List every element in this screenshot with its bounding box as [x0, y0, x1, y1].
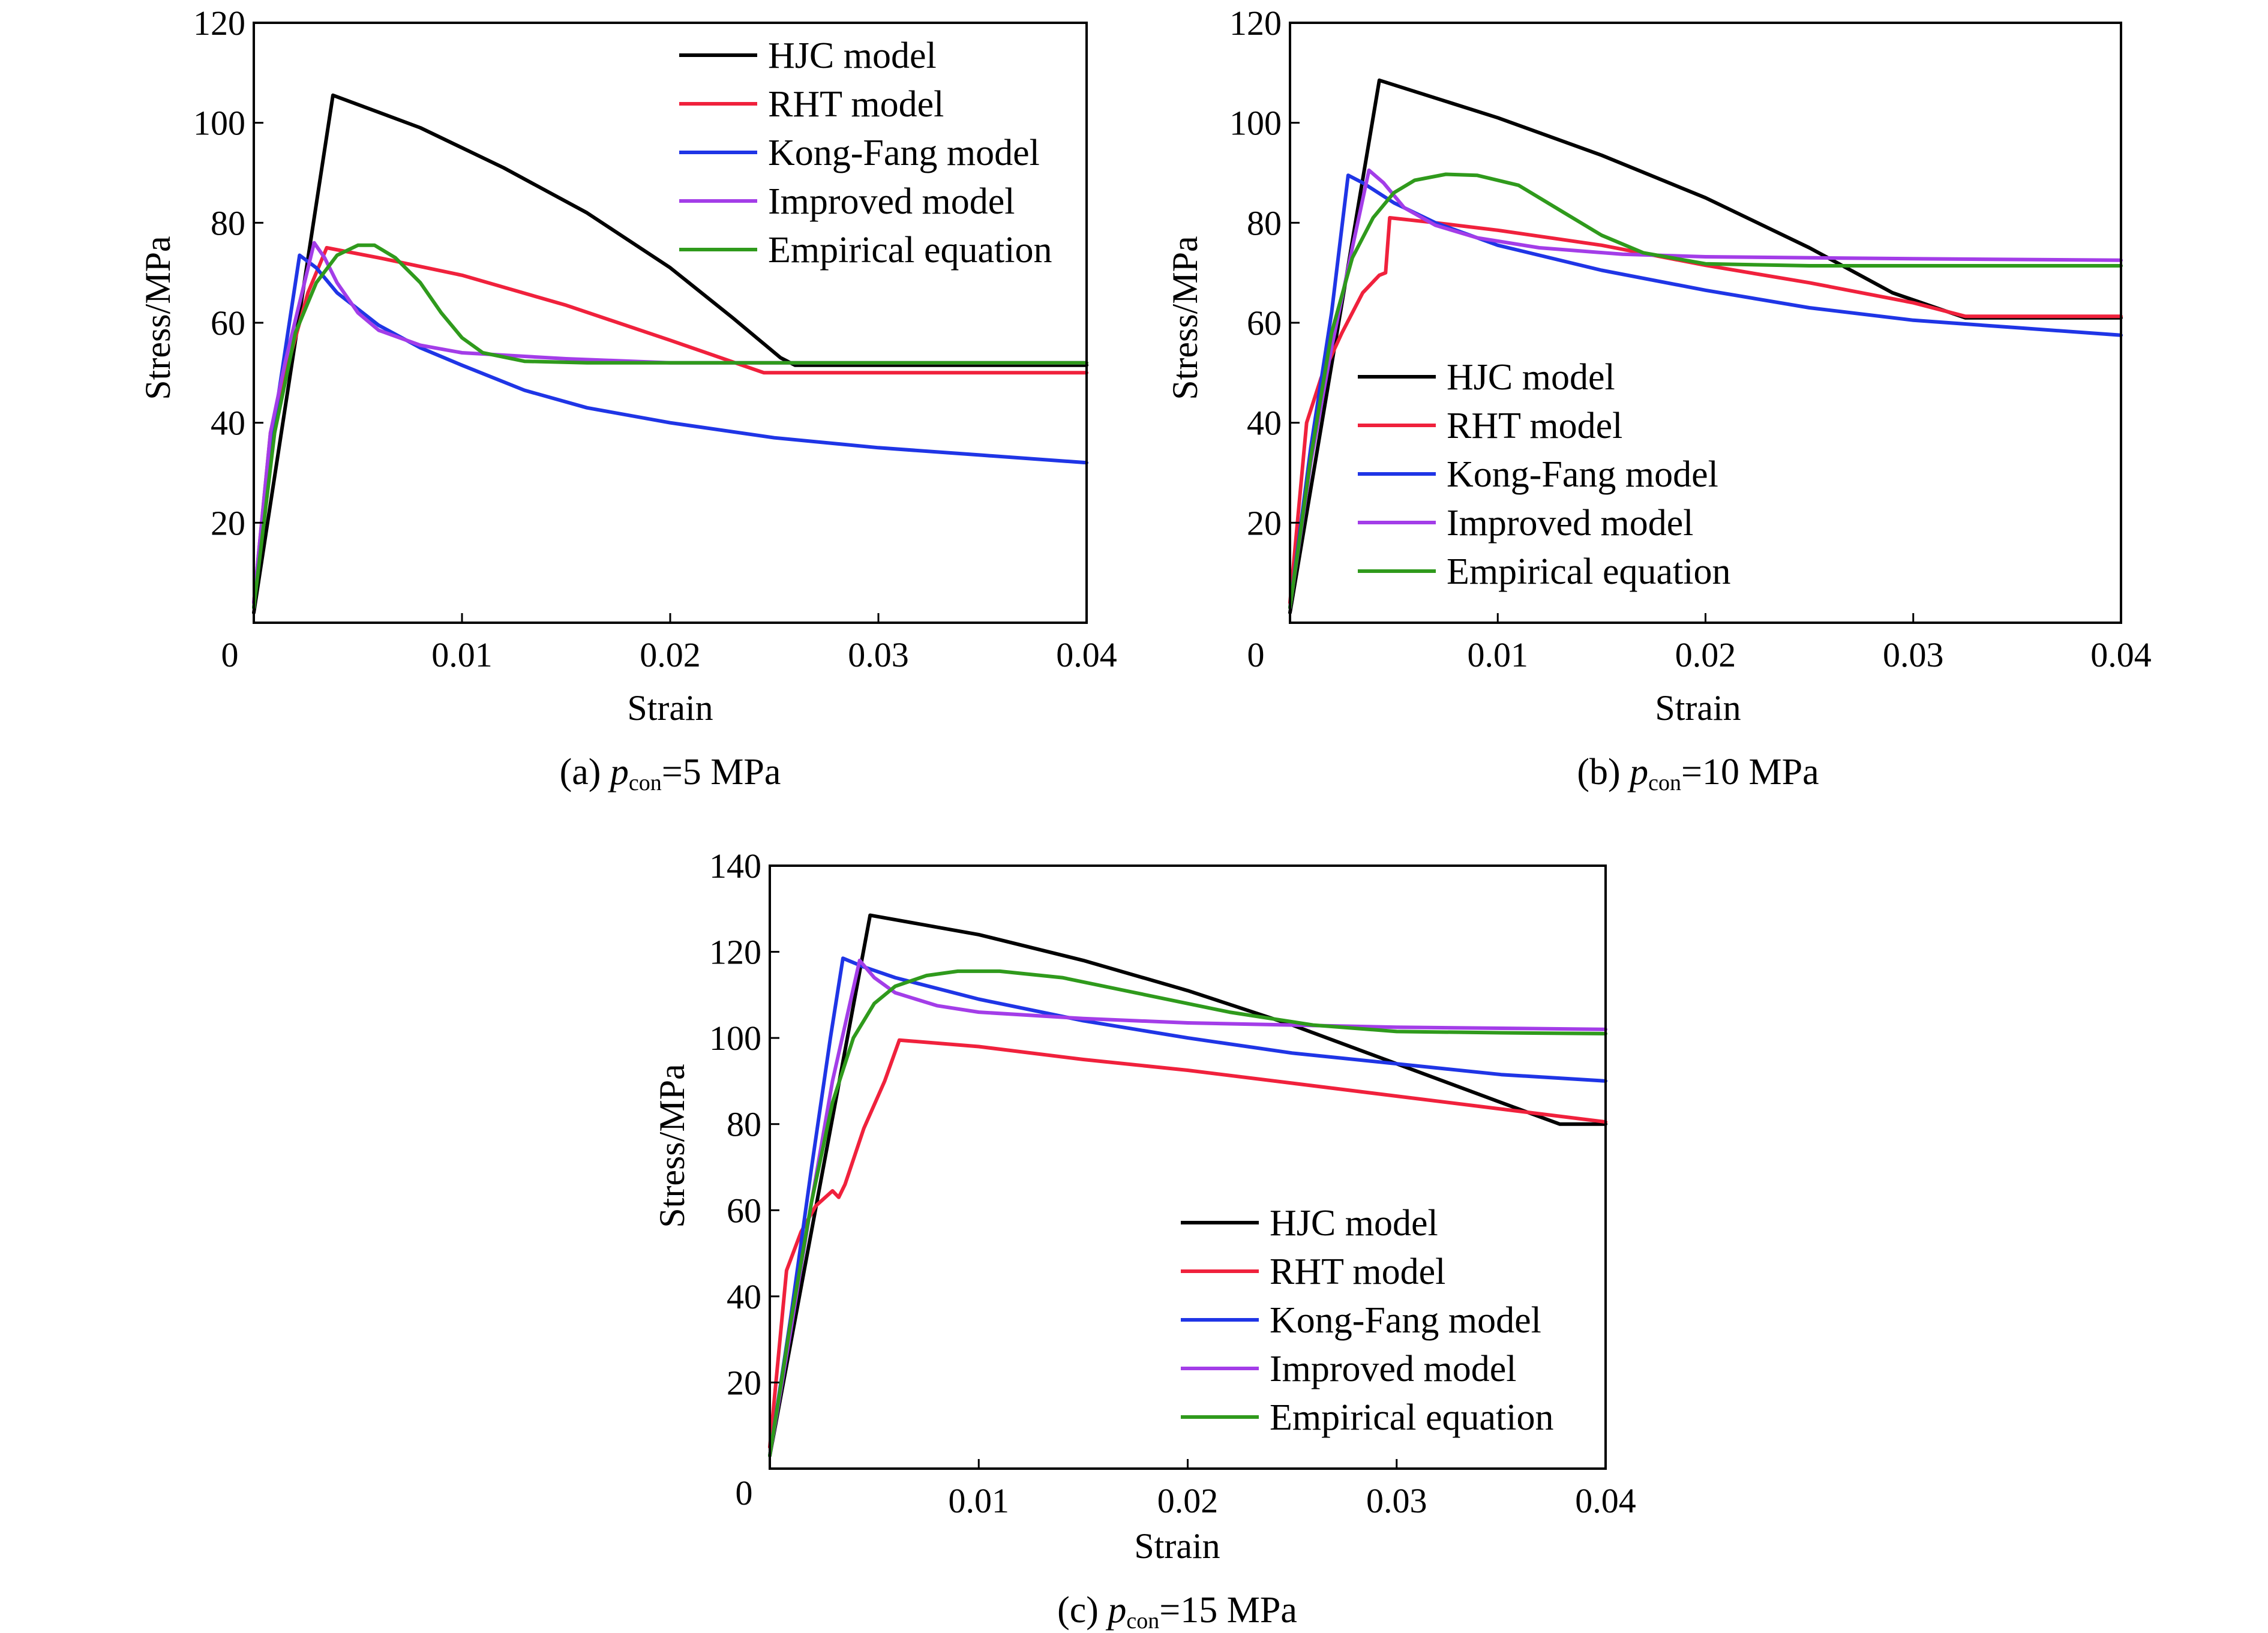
panel-b-legend-label-3: Kong-Fang model [1447, 454, 1718, 495]
panel-b-axes-frame [1289, 22, 2122, 624]
panel-a-y-tick-label: 80 [211, 203, 245, 242]
panel-b-legend-label-1: HJC model [1447, 357, 1615, 398]
panel-c-legend-label-3: Kong-Fang model [1270, 1300, 1541, 1341]
panel-b-legend-label-5: Empirical equation [1447, 551, 1730, 592]
panel-b-x-tick-label: 0.04 [2090, 635, 2152, 674]
panel-a-series-line-4 [252, 241, 1088, 605]
panel-a-series-line-2 [252, 246, 1088, 605]
panel-c: 0.01 0.02 0.03 0.04 20 40 60 80 100 120 140 HJC mod… [652, 846, 1636, 1633]
panel-b-series-line-5 [1288, 172, 2123, 610]
panel-a-caption-symbol: p [608, 752, 629, 793]
panel-c-x-tick-label: 0.02 [1157, 1481, 1219, 1520]
panel-a-caption-suffix: =5 MPa [662, 752, 781, 793]
panel-a-x-tick-label: 0.04 [1056, 635, 1117, 674]
panel-a-y-tick-label: 20 [211, 503, 245, 542]
panel-a-legend-label-4: Improved model [768, 181, 1015, 222]
panel-b-origin-label: 0 [1247, 635, 1265, 674]
panel-c-caption-prefix: (c) [1057, 1590, 1108, 1631]
panel-c-caption: (c) pcon=15 MPa [1057, 1590, 1297, 1633]
panel-c-y-tick-label: 100 [709, 1019, 761, 1058]
panel-b: 0.01 0.02 0.03 0.04 20 40 60 80 100 120 HJC model R… [1165, 4, 2152, 796]
panel-b-legend-label-2: RHT model [1447, 406, 1622, 446]
panel-c-origin-label: 0 [736, 1473, 753, 1512]
panel-a-x-axis-title: Strain [627, 688, 713, 728]
panel-b-x-tick-label: 0.01 [1468, 635, 1529, 674]
panel-c-plot-area: 0.01 0.02 0.03 0.04 20 40 60 80 100 120 140 HJC mod… [709, 846, 1636, 1520]
panel-b-y-tick-label: 60 [1247, 304, 1282, 343]
panel-c-series-line-3 [768, 956, 1607, 1458]
panel-c-caption-suffix: =15 MPa [1159, 1590, 1297, 1631]
panel-c-legend-label-2: RHT model [1270, 1251, 1445, 1292]
panel-b-series-line-1 [1288, 78, 2123, 615]
panel-b-y-tick-label: 120 [1229, 4, 1282, 43]
panel-b-x-tick-label: 0.02 [1675, 635, 1736, 674]
panel-c-y-tick-label: 140 [709, 846, 761, 885]
panel-c-legend-label-4: Improved model [1270, 1349, 1517, 1389]
panel-a-y-tick-label: 40 [211, 404, 245, 443]
panel-a-series-line-5 [252, 243, 1088, 610]
panel-a-plot-area: 0.01 0.02 0.03 0.04 20 40 60 80 100 120 HJC model R… [193, 4, 1117, 674]
panel-a-x-tick-label: 0.01 [431, 635, 493, 674]
panel-a-legend-label-2: RHT model [768, 84, 944, 125]
panel-b-legend-label-4: Improved model [1447, 503, 1694, 544]
panel-a-series-line-3 [252, 253, 1088, 610]
panel-a-x-tick-label: 0.02 [640, 635, 701, 674]
panel-b-x-axis-title: Strain [1655, 688, 1741, 728]
panel-a-y-tick-label: 100 [193, 104, 245, 143]
panel-c-x-tick-label: 0.04 [1575, 1481, 1636, 1520]
panel-c-x-tick-label: 0.03 [1366, 1481, 1427, 1520]
panel-b-caption: (b) pcon=10 MPa [1577, 752, 1819, 796]
panel-a-y-axis-title: Stress/MPa [138, 236, 178, 400]
panel-a-legend-label-3: Kong-Fang model [768, 133, 1040, 173]
panel-a-caption-prefix: (a) [560, 752, 610, 793]
panel-c-x-axis-title: Strain [1134, 1526, 1220, 1566]
panel-b-series-line-2 [1288, 216, 2123, 605]
panel-a-caption-subscript: con [629, 770, 662, 796]
panel-b-caption-symbol: p [1627, 752, 1648, 793]
panel-c-y-axis-title: Stress/MPa [652, 1064, 692, 1227]
panel-a: 0.01 0.02 0.03 0.04 20 40 60 80 100 120 HJC model R… [138, 4, 1117, 796]
panel-a-y-tick-label: 60 [211, 304, 245, 343]
panel-b-y-axis-title: Stress/MPa [1165, 236, 1205, 400]
panel-c-legend-label-1: HJC model [1270, 1203, 1438, 1244]
panel-c-legend-label-5: Empirical equation [1270, 1397, 1553, 1438]
panel-a-origin-label: 0 [221, 635, 239, 674]
panel-b-caption-prefix: (b) [1577, 752, 1630, 793]
panel-c-y-tick-label: 80 [727, 1105, 761, 1144]
panel-c-y-tick-label: 40 [727, 1277, 761, 1316]
panel-c-caption-symbol: p [1105, 1590, 1126, 1631]
panel-c-series-line-5 [768, 969, 1607, 1458]
panel-b-plot-area: 0.01 0.02 0.03 0.04 20 40 60 80 100 120 HJC model R… [1229, 4, 2152, 674]
panel-c-caption-subscript: con [1126, 1608, 1159, 1633]
panel-b-x-tick-label: 0.03 [1883, 635, 1944, 674]
panel-b-y-tick-label: 40 [1247, 404, 1282, 443]
panel-b-caption-subscript: con [1648, 770, 1681, 796]
panel-a-y-tick-label: 120 [193, 4, 245, 43]
panel-b-series-line-3 [1288, 173, 2123, 610]
panel-a-legend-label-5: Empirical equation [768, 230, 1052, 271]
panel-b-caption-suffix: =10 MPa [1681, 752, 1819, 793]
panel-b-y-tick-label: 20 [1247, 503, 1282, 542]
panel-b-series-line-4 [1288, 168, 2123, 610]
panel-b-y-tick-label: 80 [1247, 203, 1282, 242]
panel-a-x-tick-label: 0.03 [848, 635, 909, 674]
panel-c-x-tick-label: 0.01 [949, 1481, 1010, 1520]
panel-c-y-tick-label: 60 [727, 1191, 761, 1230]
panel-a-caption: (a) pcon=5 MPa [560, 752, 781, 796]
panel-a-legend-label-1: HJC model [768, 35, 937, 76]
panel-b-y-tick-label: 100 [1229, 104, 1282, 143]
panel-c-y-tick-label: 20 [727, 1363, 761, 1402]
panel-c-y-tick-label: 120 [709, 933, 761, 972]
